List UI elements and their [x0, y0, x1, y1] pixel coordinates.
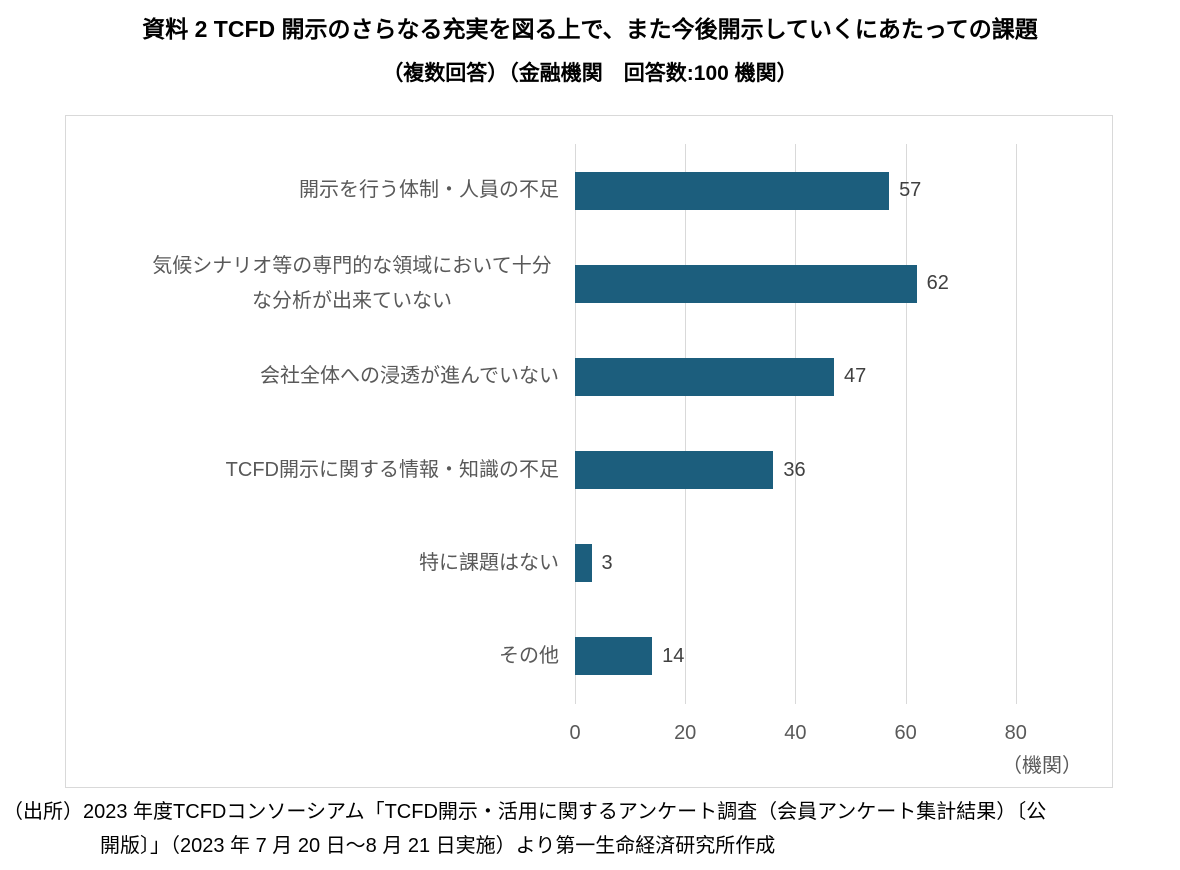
value-label: 36 — [783, 458, 806, 481]
x-axis-tick-label: 40 — [784, 722, 807, 744]
source-note-line-2: 開版〕」（2023 年 7 月 20 日～8 月 21 日実施）より第一生命経済… — [100, 835, 776, 857]
category-cell: 会社全体への浸透が進んでいない — [66, 330, 559, 423]
category-label: 会社全体への浸透が進んでいない — [260, 365, 559, 388]
category-label: TCFD開示に関する情報・知識の不足 — [225, 458, 559, 481]
bar-row: 会社全体への浸透が進んでいない 47 — [66, 330, 1112, 423]
category-label: 気候シナリオ等の専門的な領域において十分な分析が出来ていない — [152, 254, 552, 312]
gridline — [795, 144, 797, 704]
category-label: 特に課題はない — [419, 551, 559, 574]
chart-title-line-1: 資料 2 TCFD 開示のさらなる充実を図る上で、また今後開示していくにあたって… — [142, 16, 1038, 42]
bar — [575, 264, 917, 303]
plot-area: 0 20 40 60 80 開示を行う体制・人員の不足 57 気候シナリオ等の専門的な領域にお… — [66, 116, 1112, 787]
source-note-line-1: （出所）2023 年度TCFDコンソーシアム「TCFD開示・活用に関するアンケー… — [3, 801, 1047, 823]
gridline — [575, 144, 576, 704]
bar-row: その他 14 — [66, 610, 1112, 703]
category-label: その他 — [499, 644, 559, 667]
x-axis-tick-label: 60 — [894, 722, 917, 744]
value-label: 57 — [899, 179, 922, 202]
bar — [575, 171, 890, 210]
chart-title: 資料 2 TCFD 開示のさらなる充実を図る上で、また今後開示していくにあたって… — [0, 12, 1180, 90]
bar-row: TCFD開示に関する情報・知識の不足 36 — [66, 424, 1112, 517]
category-cell: 開示を行う体制・人員の不足 — [66, 144, 559, 237]
x-axis-tick-label: 20 — [674, 722, 697, 744]
bar-row: 気候シナリオ等の専門的な領域において十分な分析が出来ていない 62 — [66, 237, 1112, 330]
gridline — [685, 144, 687, 704]
source-note: （出所）2023 年度TCFDコンソーシアム「TCFD開示・活用に関するアンケー… — [3, 795, 1177, 863]
category-cell: 特に課題はない — [66, 517, 559, 610]
x-axis-tick-label: 0 — [569, 722, 581, 744]
chart-area: 0 20 40 60 80 開示を行う体制・人員の不足 57 気候シナリオ等の専門的な領域にお… — [65, 115, 1113, 788]
category-cell: TCFD開示に関する情報・知識の不足 — [66, 424, 559, 517]
value-label: 3 — [601, 551, 613, 574]
gridline — [905, 144, 907, 704]
x-axis-tick-label: 80 — [1004, 722, 1027, 744]
category-cell: その他 — [66, 610, 559, 703]
chart-subtitle: （複数回答）（金融機関 回答数:100 機関） — [382, 62, 798, 85]
bar — [575, 544, 592, 583]
bar — [575, 357, 834, 396]
axis-unit-label: （機関） — [1002, 755, 1082, 777]
category-label: 開示を行う体制・人員の不足 — [299, 179, 559, 202]
bar — [575, 637, 653, 676]
bar-row: 特に課題はない 3 — [66, 517, 1112, 610]
category-cell: 気候シナリオ等の専門的な領域において十分な分析が出来ていない — [66, 237, 559, 330]
bar-row: 開示を行う体制・人員の不足 57 — [66, 144, 1112, 237]
value-label: 47 — [843, 365, 867, 388]
value-label: 62 — [926, 272, 949, 295]
gridline — [1015, 144, 1017, 704]
bar — [575, 451, 774, 490]
value-label: 14 — [662, 644, 685, 667]
